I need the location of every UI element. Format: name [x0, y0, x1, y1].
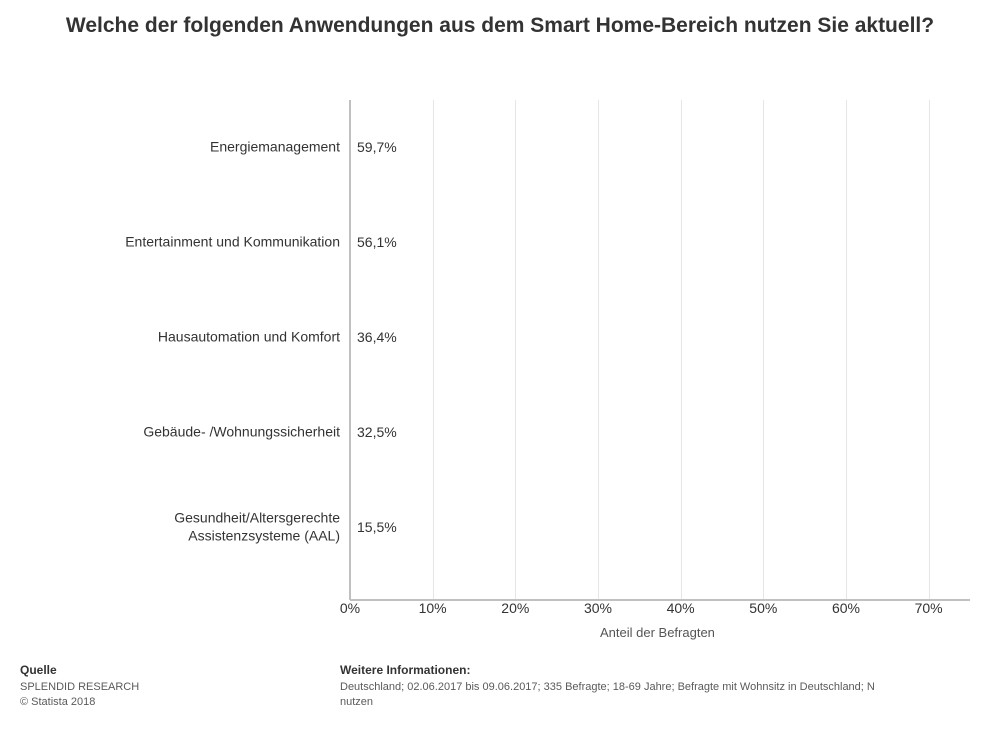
gridline [515, 100, 516, 600]
chart-area: Energiemanagement Entertainment und Komm… [0, 90, 1000, 645]
x-tick-label: 70% [915, 600, 943, 616]
gridline [763, 100, 764, 600]
footer-info-heading: Weitere Informationen: [340, 663, 1000, 677]
bar-value-label: 56,1% [351, 234, 397, 250]
gridline [681, 100, 682, 600]
y-category-label: Entertainment und Kommunikation [10, 233, 340, 251]
footer: Quelle SPLENDID RESEARCH © Statista 2018… [20, 663, 1000, 733]
plot-background [350, 100, 970, 600]
gridline [598, 100, 599, 600]
gridline [846, 100, 847, 600]
x-tick-label: 60% [832, 600, 860, 616]
chart-title: Welche der folgenden Anwendungen aus dem… [0, 0, 1000, 39]
x-tick-label: 30% [584, 600, 612, 616]
x-tick-label: 0% [340, 600, 360, 616]
y-category-label: Hausautomation und Komfort [10, 328, 340, 346]
y-category-label: Gebäude- /Wohnungssicherheit [10, 423, 340, 441]
footer-info: Weitere Informationen: Deutschland; 02.0… [340, 663, 1000, 711]
y-axis-line [349, 100, 351, 600]
bar-value-label: 36,4% [351, 329, 397, 345]
plot-region: 59,7% 56,1% 36,4% 32,5% 15,5% [350, 100, 970, 600]
footer-info-line: nutzen [340, 695, 1000, 710]
footer-info-line: Deutschland; 02.06.2017 bis 09.06.2017; … [340, 680, 1000, 695]
bar-value-label: 32,5% [351, 424, 397, 440]
x-tick-label: 50% [749, 600, 777, 616]
footer-source: Quelle SPLENDID RESEARCH © Statista 2018 [20, 663, 320, 711]
x-axis-title: Anteil der Befragten [600, 625, 715, 640]
footer-source-heading: Quelle [20, 663, 320, 677]
bar-value-label: 15,5% [351, 519, 397, 535]
gridline [929, 100, 930, 600]
x-tick-label: 20% [501, 600, 529, 616]
gridline [433, 100, 434, 600]
bar-value-label: 59,7% [351, 139, 397, 155]
y-category-label: Energiemanagement [10, 138, 340, 156]
footer-source-line: SPLENDID RESEARCH [20, 680, 320, 695]
footer-copyright: © Statista 2018 [20, 695, 320, 710]
y-category-label: Gesundheit/Altersgerechte Assistenzsyste… [110, 510, 340, 545]
x-tick-label: 10% [419, 600, 447, 616]
x-tick-label: 40% [667, 600, 695, 616]
